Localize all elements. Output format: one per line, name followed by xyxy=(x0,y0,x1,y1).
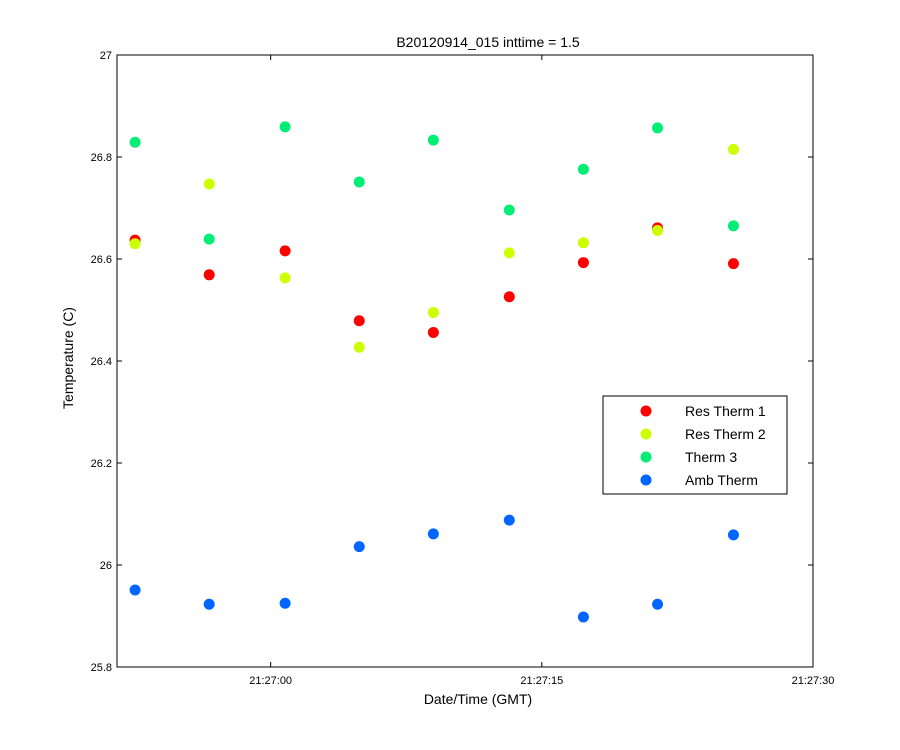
data-point xyxy=(203,178,215,190)
data-point xyxy=(353,176,365,188)
legend-marker xyxy=(640,474,652,486)
x-axis-label: Date/Time (GMT) xyxy=(424,691,532,707)
data-point xyxy=(279,245,291,257)
series-amb-therm xyxy=(129,514,739,623)
data-point xyxy=(353,541,365,553)
legend-label: Res Therm 2 xyxy=(685,426,766,442)
data-point xyxy=(577,257,589,269)
chart-title: B20120914_015 inttime = 1.5 xyxy=(396,34,580,50)
data-point xyxy=(577,163,589,175)
legend-marker xyxy=(640,451,652,463)
data-points xyxy=(129,121,739,623)
y-tick-label: 26.6 xyxy=(91,254,112,266)
data-point xyxy=(727,258,739,270)
y-tick-label: 26.4 xyxy=(91,356,112,368)
x-tick-label: 21:27:30 xyxy=(792,675,835,687)
data-point xyxy=(727,220,739,232)
data-point xyxy=(652,224,664,236)
data-point xyxy=(577,237,589,249)
data-point xyxy=(652,598,664,610)
series-therm-3 xyxy=(129,121,739,245)
data-point xyxy=(503,204,515,216)
data-point xyxy=(503,291,515,303)
legend-label: Amb Therm xyxy=(685,472,758,488)
data-point xyxy=(652,122,664,134)
data-point xyxy=(427,528,439,540)
data-point xyxy=(203,233,215,245)
data-point xyxy=(129,584,141,596)
data-point xyxy=(129,136,141,148)
data-point xyxy=(279,272,291,284)
series-res-therm-2 xyxy=(129,143,739,353)
legend-marker xyxy=(640,428,652,440)
data-point xyxy=(503,247,515,259)
y-axis-label: Temperature (C) xyxy=(60,307,76,409)
y-tick-label: 27 xyxy=(100,50,112,62)
data-point xyxy=(353,341,365,353)
x-tick-label: 21:27:15 xyxy=(520,675,563,687)
data-point xyxy=(427,307,439,319)
data-point xyxy=(279,121,291,133)
data-point xyxy=(353,315,365,327)
data-point xyxy=(427,326,439,338)
data-point xyxy=(727,143,739,155)
data-point xyxy=(203,269,215,281)
data-point xyxy=(577,611,589,623)
data-point xyxy=(279,597,291,609)
y-tick-label: 26.2 xyxy=(91,458,112,470)
plot-frame xyxy=(116,54,814,668)
legend-marker xyxy=(640,405,652,417)
legend-label: Res Therm 1 xyxy=(685,403,766,419)
legend-box xyxy=(602,395,788,495)
legend-label: Therm 3 xyxy=(685,449,737,465)
x-tick-label: 21:27:00 xyxy=(249,675,292,687)
data-point xyxy=(129,238,141,250)
y-tick-label: 26.8 xyxy=(91,152,112,164)
data-point xyxy=(727,529,739,541)
y-tick-label: 26 xyxy=(100,560,112,572)
data-point xyxy=(503,514,515,526)
data-point xyxy=(203,598,215,610)
legend: Res Therm 1 Res Therm 2 Therm 3 Amb Therm xyxy=(602,395,788,495)
data-point xyxy=(427,134,439,146)
y-tick-label: 25.8 xyxy=(91,662,112,674)
